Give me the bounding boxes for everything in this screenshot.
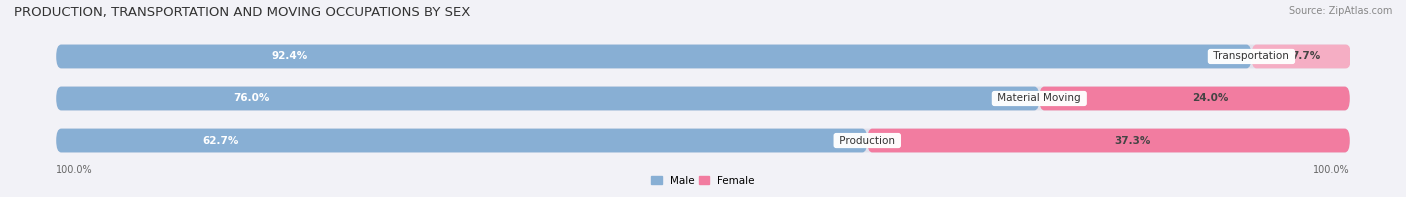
Text: Source: ZipAtlas.com: Source: ZipAtlas.com <box>1288 6 1392 16</box>
Text: 92.4%: 92.4% <box>271 51 308 61</box>
Text: Production: Production <box>837 136 898 146</box>
Text: 100.0%: 100.0% <box>56 165 93 176</box>
Text: 7.7%: 7.7% <box>1292 51 1320 61</box>
FancyBboxPatch shape <box>56 45 1350 68</box>
Text: PRODUCTION, TRANSPORTATION AND MOVING OCCUPATIONS BY SEX: PRODUCTION, TRANSPORTATION AND MOVING OC… <box>14 6 471 19</box>
Text: Material Moving: Material Moving <box>994 94 1084 103</box>
FancyBboxPatch shape <box>56 45 1251 68</box>
Text: 62.7%: 62.7% <box>202 136 239 146</box>
Text: 100.0%: 100.0% <box>1313 165 1350 176</box>
FancyBboxPatch shape <box>56 129 1350 152</box>
Legend: Male, Female: Male, Female <box>647 171 759 190</box>
FancyBboxPatch shape <box>868 129 1350 152</box>
Text: 76.0%: 76.0% <box>233 94 270 103</box>
FancyBboxPatch shape <box>1251 45 1351 68</box>
Text: 24.0%: 24.0% <box>1192 94 1229 103</box>
Text: Transportation: Transportation <box>1211 51 1292 61</box>
FancyBboxPatch shape <box>56 87 1350 110</box>
FancyBboxPatch shape <box>1039 87 1350 110</box>
Text: 37.3%: 37.3% <box>1115 136 1152 146</box>
FancyBboxPatch shape <box>56 129 868 152</box>
FancyBboxPatch shape <box>56 87 1039 110</box>
